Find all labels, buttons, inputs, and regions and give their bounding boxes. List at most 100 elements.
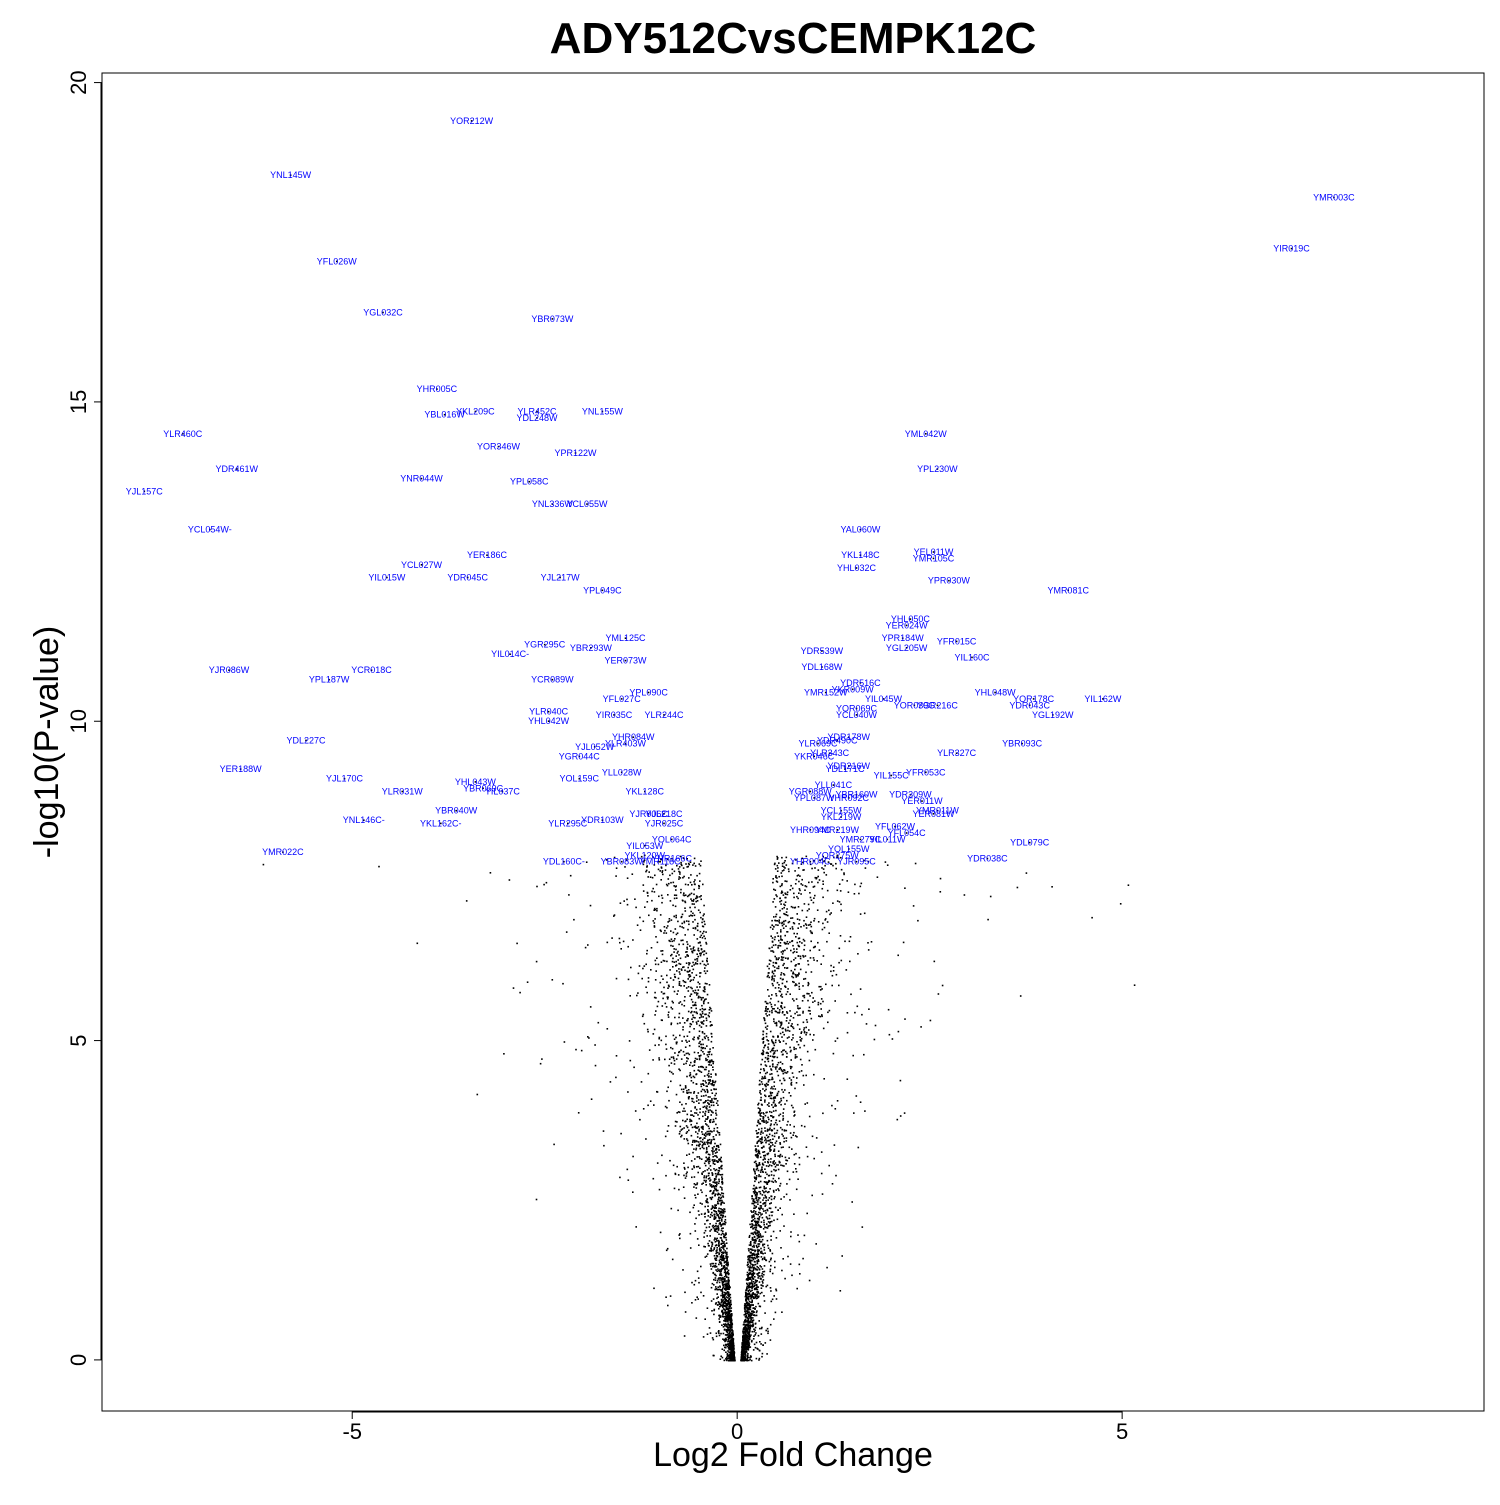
data-point — [692, 1151, 694, 1154]
data-point — [725, 1282, 727, 1284]
data-point — [697, 942, 700, 944]
data-point — [796, 918, 799, 920]
data-point — [722, 1316, 724, 1318]
data-point — [773, 1052, 776, 1054]
data-point — [790, 1083, 792, 1085]
data-point — [803, 978, 805, 980]
data-point — [773, 1160, 775, 1162]
data-point — [704, 1246, 706, 1248]
data-point — [722, 1230, 724, 1233]
data-point — [797, 1178, 799, 1180]
data-point — [776, 1218, 779, 1221]
data-point — [725, 1296, 728, 1298]
data-point — [781, 924, 784, 927]
data-point — [800, 1031, 803, 1033]
data-point — [715, 1269, 717, 1271]
data-point — [732, 1331, 734, 1334]
data-point — [843, 873, 845, 876]
data-point — [689, 1072, 692, 1074]
data-point — [724, 1221, 727, 1224]
data-point — [666, 1090, 668, 1093]
data-point — [780, 1198, 782, 1200]
data-point — [693, 949, 696, 952]
data-point — [836, 900, 839, 902]
data-point — [802, 956, 805, 958]
data-point — [817, 941, 819, 944]
data-point — [687, 1018, 689, 1020]
data-point — [535, 1198, 538, 1201]
data-point — [763, 1295, 765, 1297]
data-point — [716, 1293, 718, 1295]
data-point — [704, 1229, 707, 1232]
data-point — [753, 1170, 756, 1173]
data-point — [760, 1214, 762, 1216]
data-point — [796, 895, 798, 898]
data-point — [725, 1343, 727, 1346]
data-point — [713, 1097, 715, 1100]
data-point — [766, 1128, 769, 1131]
data-point — [791, 1072, 794, 1074]
data-point — [816, 909, 819, 911]
data-point — [658, 1059, 661, 1061]
data-point — [709, 1216, 712, 1218]
data-point — [838, 947, 841, 950]
data-point — [810, 921, 812, 923]
data-point — [674, 905, 677, 908]
data-point — [759, 1140, 762, 1143]
data-point — [702, 918, 704, 920]
data-point — [679, 957, 682, 960]
data-point — [588, 1037, 590, 1039]
data-point — [794, 1056, 797, 1058]
data-point — [799, 875, 801, 877]
data-point — [772, 1053, 775, 1055]
data-point — [778, 939, 780, 942]
data-point — [769, 1270, 771, 1273]
data-point — [761, 1274, 763, 1277]
data-point — [726, 1259, 728, 1262]
data-point — [725, 1288, 727, 1290]
data-point — [732, 1344, 735, 1346]
data-point — [764, 1205, 766, 1207]
data-point — [750, 1272, 752, 1274]
data-point — [638, 965, 641, 967]
data-point — [780, 974, 782, 976]
data-point — [778, 1120, 781, 1122]
data-point — [798, 919, 801, 921]
data-point — [589, 904, 592, 907]
data-point — [694, 1001, 697, 1004]
data-point — [717, 1226, 720, 1229]
data-point — [774, 1066, 777, 1068]
data-point — [690, 1134, 693, 1137]
data-point — [789, 889, 792, 891]
data-point — [710, 1010, 713, 1012]
data-point — [753, 1335, 755, 1337]
data-point — [691, 1114, 694, 1116]
data-point — [772, 1144, 774, 1146]
data-point — [822, 1000, 824, 1003]
data-point — [753, 1161, 756, 1164]
data-point — [727, 1359, 730, 1362]
data-point — [719, 1217, 722, 1219]
data-point — [692, 1004, 694, 1007]
data-point — [751, 1313, 753, 1316]
data-point — [778, 1020, 780, 1023]
data-point — [642, 890, 645, 892]
data-point — [774, 889, 777, 891]
data-point — [700, 898, 702, 901]
data-point — [721, 1281, 724, 1284]
data-point — [720, 1273, 722, 1275]
data-point — [771, 1214, 773, 1217]
data-point — [700, 1140, 702, 1143]
data-point — [692, 947, 694, 950]
data-point — [781, 1311, 783, 1313]
data-point — [759, 1265, 761, 1267]
data-point — [693, 1036, 695, 1039]
data-point — [803, 903, 806, 905]
data-point — [766, 1121, 769, 1123]
data-point — [758, 1238, 761, 1241]
data-point — [807, 999, 809, 1002]
data-point — [695, 1100, 698, 1102]
data-point — [799, 941, 801, 943]
data-point — [717, 1104, 719, 1106]
data-point — [770, 1211, 773, 1213]
